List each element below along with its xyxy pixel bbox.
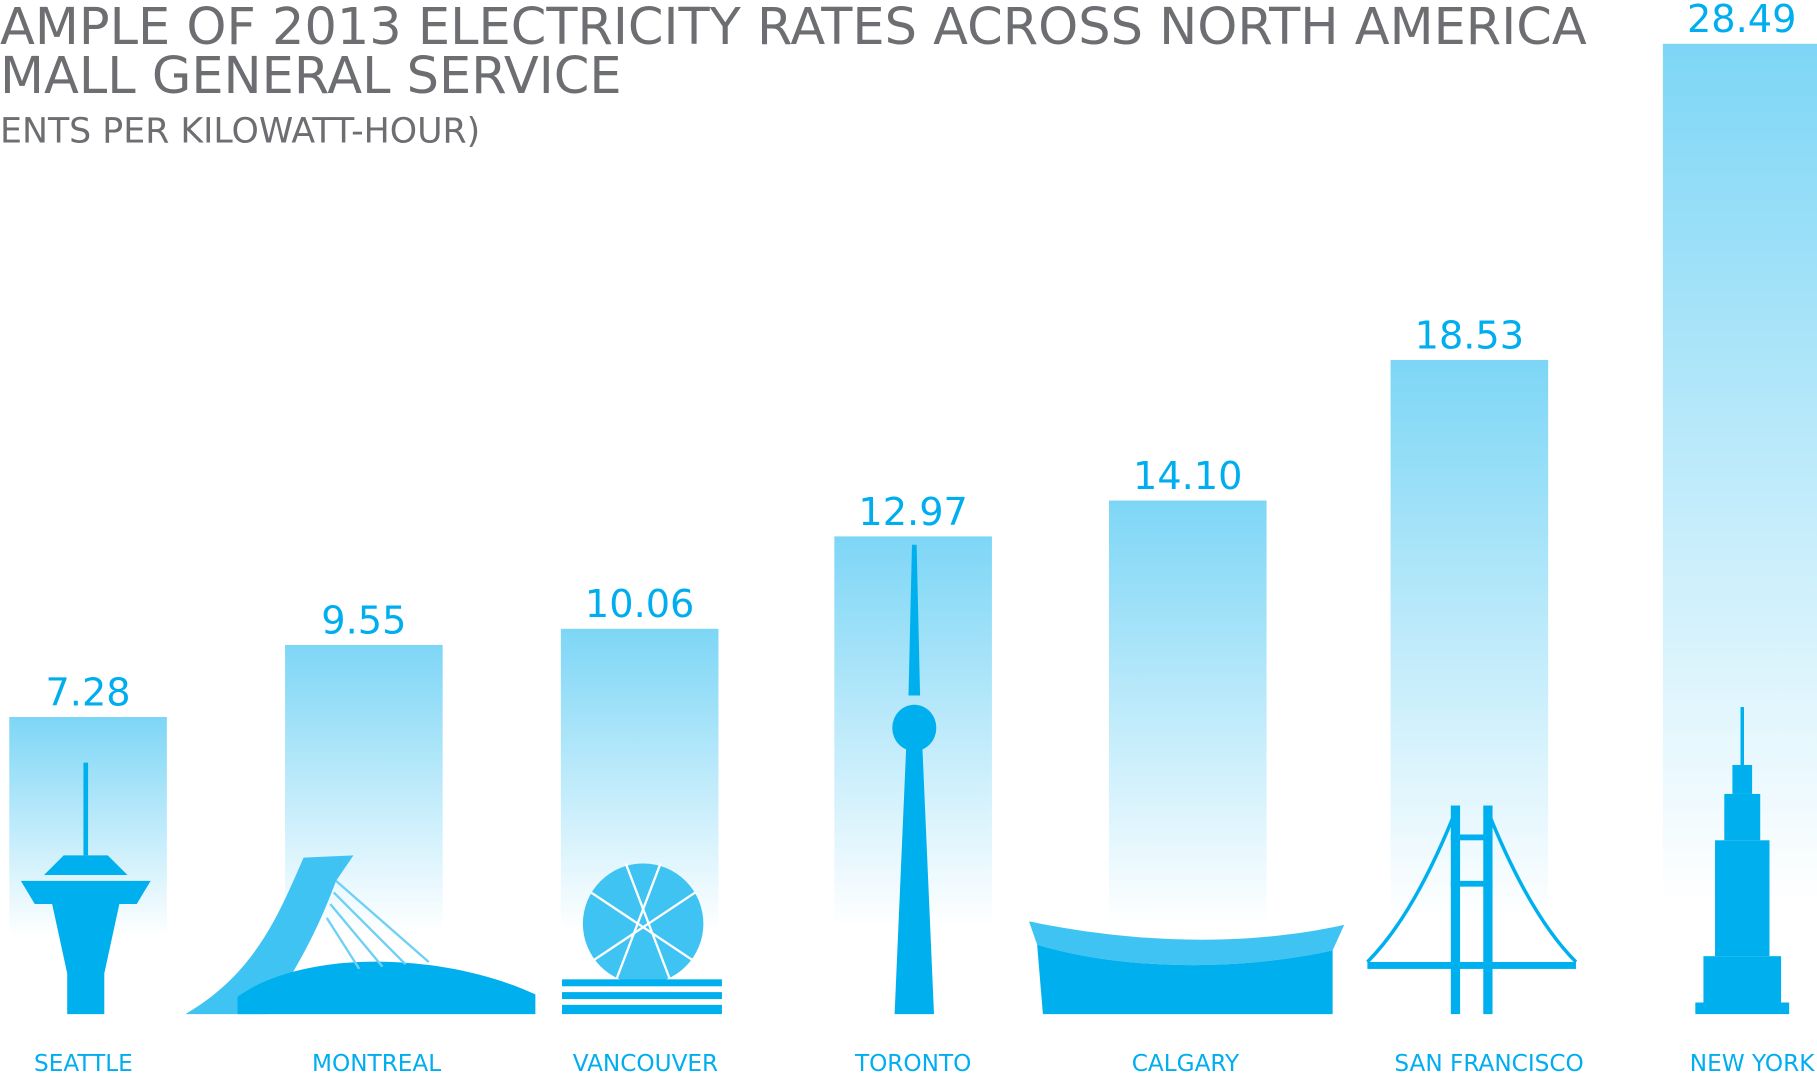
category-label: VANCOUVER (573, 1050, 718, 1077)
landmark-icons (20, 544, 1790, 1015)
category-label: SEATTLE (34, 1050, 133, 1077)
value-label: 28.49 (1687, 0, 1796, 42)
category-label: NEW YORK (1690, 1050, 1815, 1077)
value-label: 7.28 (45, 671, 130, 715)
value-label: 10.06 (585, 583, 694, 627)
value-label: 14.10 (1133, 455, 1242, 499)
value-label: 18.53 (1415, 314, 1524, 358)
value-label: 12.97 (858, 491, 967, 535)
chart-title: AMPLE OF 2013 ELECTRICITY RATES ACROSS N… (0, 0, 1587, 57)
category-label: MONTREAL (312, 1050, 441, 1077)
bar (1390, 359, 1549, 949)
category-label: TORONTO (854, 1050, 971, 1077)
category-label: SAN FRANCISCO (1394, 1050, 1583, 1077)
category-label: CALGARY (1132, 1050, 1240, 1077)
chart-subtitle: MALL GENERAL SERVICE (0, 47, 622, 106)
unit-note: ENTS PER KILOWATT-HOUR) (0, 112, 480, 152)
value-label: 9.55 (321, 599, 406, 643)
bar (1108, 500, 1267, 949)
